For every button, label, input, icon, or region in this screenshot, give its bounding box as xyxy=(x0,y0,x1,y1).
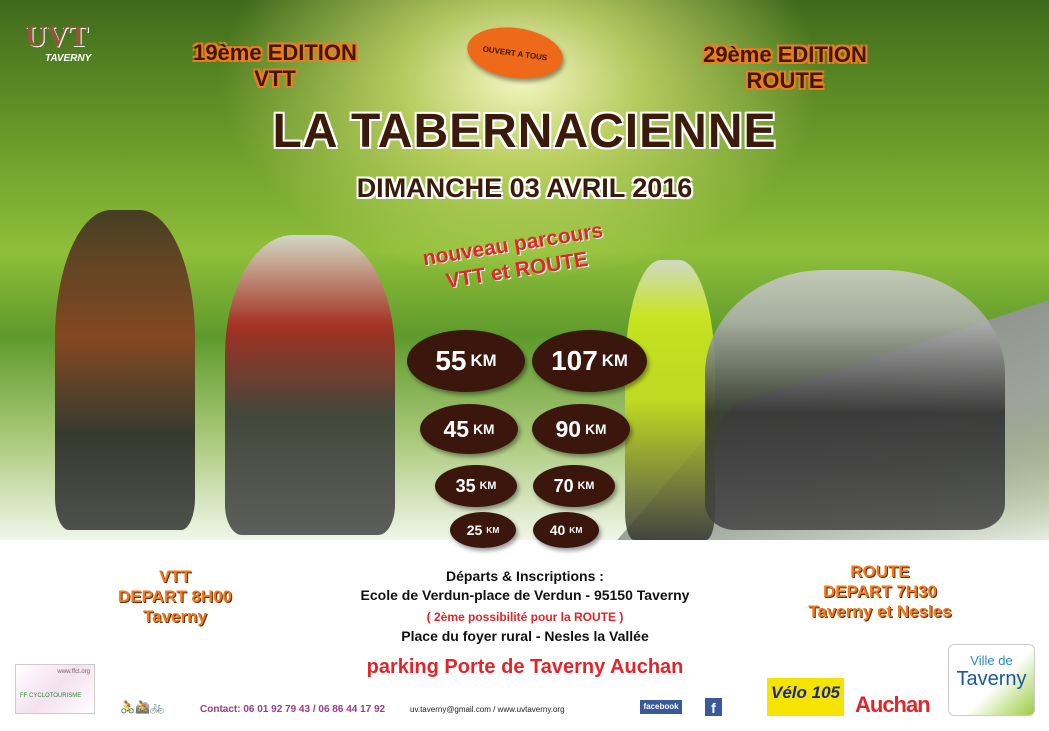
route-start-info: ROUTE DEPART 7H30 Taverny et Nesles xyxy=(808,562,952,621)
contact-phones: Contact: 06 01 92 79 43 / 06 86 44 17 92 xyxy=(200,704,386,715)
route-edition-line2: ROUTE xyxy=(746,68,824,93)
vtt-edition: 19ème EDITION VTT xyxy=(175,40,375,92)
route-edition: 29ème EDITION ROUTE xyxy=(690,42,880,94)
vtt-edition-line1: 19ème EDITION xyxy=(193,40,357,65)
cyclist-photo xyxy=(705,270,1005,530)
vtt-start-info: VTT DEPART 8H00 Taverny xyxy=(118,567,232,626)
cyclist-photo xyxy=(225,235,395,535)
cyclist-photo xyxy=(55,210,195,530)
distance-vtt: 25 KM xyxy=(450,512,516,548)
cyclist-photo xyxy=(625,260,715,540)
facebook-icon[interactable]: f xyxy=(705,698,722,716)
route-edition-line1: 29ème EDITION xyxy=(703,42,867,67)
cycling-icons: 🚴🚵🚲 xyxy=(120,700,165,714)
distance-route: 90 KM xyxy=(532,404,630,454)
distance-route: 40 KM xyxy=(533,512,599,548)
inscriptions-info: Départs & Inscriptions : Ecole de Verdun… xyxy=(360,568,690,644)
email-website: uv.taverny@gmail.com / www.uvtaverny.org xyxy=(410,705,565,714)
vtt-edition-line2: VTT xyxy=(254,66,296,91)
distance-vtt: 35 KM xyxy=(435,465,517,507)
ffct-logo: www.ffct.org FF CYCLOTOURISME xyxy=(15,664,95,714)
event-title: LA TABERNACIENNE xyxy=(272,105,777,158)
velo105-logo: Vélo 105 xyxy=(767,678,844,716)
event-date: DIMANCHE 03 AVRIL 2016 xyxy=(356,173,693,203)
distance-vtt: 55 KM xyxy=(407,330,525,392)
white-area xyxy=(0,540,1049,731)
parking-info: parking Porte de Taverny Auchan xyxy=(366,656,684,678)
distance-vtt: 45 KM xyxy=(420,404,518,454)
facebook-link[interactable]: facebook xyxy=(640,700,682,714)
uvt-logo-sub: TAVERNY xyxy=(45,53,92,64)
distance-route: 107 KM xyxy=(532,330,647,392)
ville-de-taverny-logo: Ville de Taverny xyxy=(948,644,1035,716)
badge-text: OUVERT A TOUS xyxy=(482,44,548,62)
distance-route: 70 KM xyxy=(533,465,615,507)
uvt-logo: UVT xyxy=(25,20,89,53)
auchan-logo: Auchan xyxy=(855,692,931,717)
